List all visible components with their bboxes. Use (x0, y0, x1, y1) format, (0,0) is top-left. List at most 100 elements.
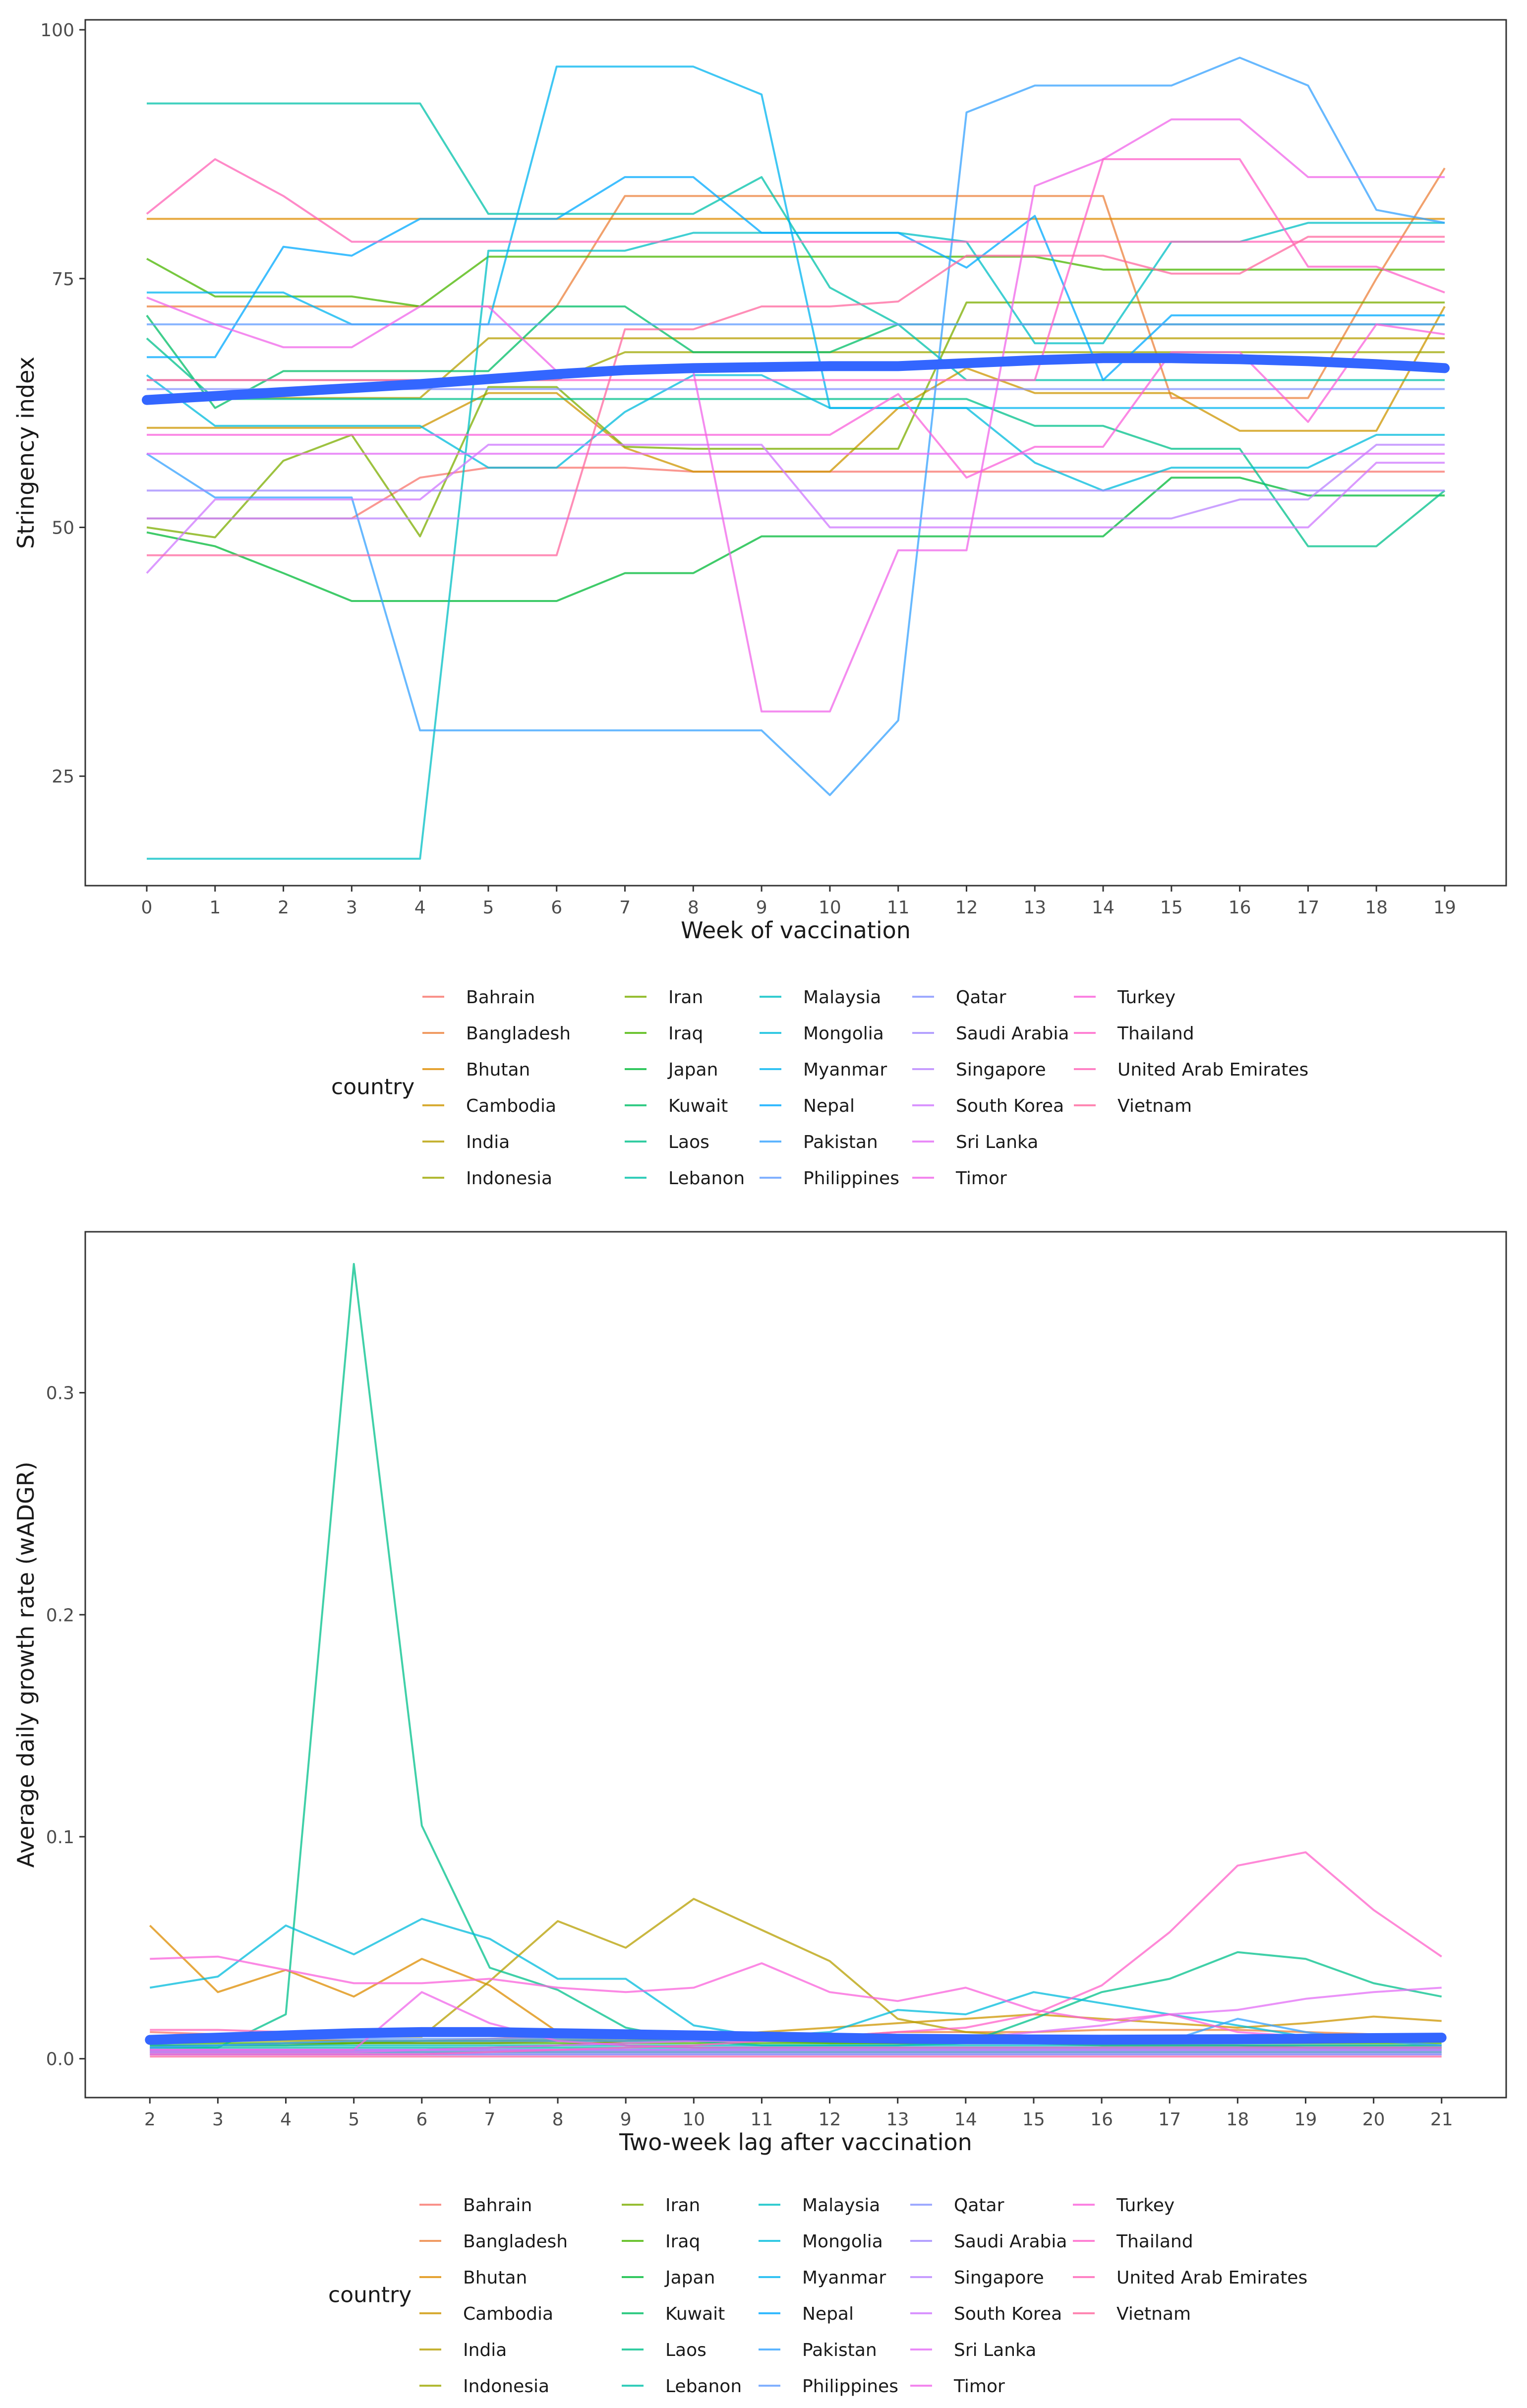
x-tick-label: 9 (756, 898, 767, 918)
legend-item: Bahrain (419, 2195, 532, 2216)
legend-item: Turkey (1073, 2195, 1175, 2216)
x-tick-label: 18 (1365, 898, 1388, 918)
series-line-pakistan (146, 57, 1445, 796)
legend-item: Thailand (1074, 1023, 1194, 1044)
x-tick-label: 11 (751, 2109, 773, 2130)
legend-item: Nepal (759, 2304, 854, 2324)
legend-item: Cambodia (422, 1096, 556, 1116)
y-tick-label: 75 (52, 269, 74, 290)
x-tick-label: 2 (144, 2109, 156, 2130)
legend-label: Iran (665, 2195, 700, 2216)
legend-item: Singapore (912, 1060, 1046, 1080)
legend-item: Mongolia (759, 2231, 883, 2252)
legend-label: Bangladesh (463, 2231, 568, 2252)
legend-label: Laos (668, 1132, 709, 1152)
legend-label: Turkey (1116, 2195, 1175, 2216)
legend-label: Lebanon (668, 1168, 745, 1189)
legend-item: Pakistan (759, 2340, 877, 2360)
y-tick-label: 100 (40, 20, 74, 41)
legend-item: Cambodia (419, 2304, 553, 2324)
series-line-iran (146, 301, 1445, 539)
legend-item: India (422, 1132, 510, 1152)
x-tick-label: 8 (552, 2109, 564, 2130)
legend-item: Myanmar (759, 2268, 886, 2288)
legend-item: South Korea (910, 2304, 1062, 2324)
legend-item: Laos (622, 2340, 706, 2360)
x-tick-label: 19 (1433, 898, 1456, 918)
x-tick-label: 5 (348, 2109, 359, 2130)
legend-label: South Korea (956, 1096, 1064, 1116)
x-tick-label: 7 (619, 898, 631, 918)
legend-label: Pakistan (802, 2340, 877, 2360)
legend-item: Iran (622, 2195, 700, 2216)
legend-label: Saudi Arabia (956, 1023, 1069, 1044)
legend-item: Nepal (760, 1096, 855, 1116)
legend-label: Japan (664, 2268, 715, 2288)
legend-label: Saudi Arabia (954, 2231, 1067, 2252)
legend-label: Thailand (1116, 2231, 1193, 2252)
legend-label: Iraq (665, 2231, 700, 2252)
legend-label: Philippines (802, 2376, 898, 2397)
legend-item: Kuwait (625, 1096, 728, 1116)
series-line-cambodia (147, 306, 1446, 473)
legend-label: Sri Lanka (956, 1132, 1038, 1152)
legend-label: Bhutan (466, 1060, 530, 1080)
legend-item: Singapore (910, 2268, 1044, 2288)
series-line-bangladesh (147, 167, 1446, 399)
legend-item: Bangladesh (422, 1023, 571, 1044)
legend-label: Turkey (1117, 987, 1175, 1008)
series-line-timor (150, 1991, 1442, 2051)
legend-label: Pakistan (803, 1132, 878, 1152)
y-tick-label: 25 (52, 767, 74, 787)
series-line-laos (146, 337, 1446, 547)
series-line-nepal (147, 176, 1445, 381)
plot-panel-border (84, 19, 1507, 887)
x-tick-label: 6 (416, 2109, 427, 2130)
legend-label: Nepal (803, 1096, 855, 1116)
series-line-south-korea (146, 443, 1445, 574)
legend-title: country (331, 1075, 414, 1100)
x-tick-label: 15 (1022, 2109, 1045, 2130)
legend-item: India (419, 2340, 507, 2360)
legend-label: Malaysia (802, 2195, 880, 2216)
legend-label: Mongolia (803, 1023, 884, 1044)
legend-item: Sri Lanka (912, 1132, 1038, 1152)
legend-item: Philippines (760, 1168, 899, 1189)
legend-label: Singapore (956, 1060, 1046, 1080)
x-tick-label: 14 (1092, 898, 1115, 918)
legend-label: United Arab Emirates (1116, 2268, 1307, 2288)
x-tick-label: 3 (346, 898, 357, 918)
legend-label: India (463, 2340, 507, 2360)
legend-item: Vietnam (1074, 1096, 1192, 1116)
y-axis-title: Stringency index (12, 357, 39, 549)
x-tick-label: 5 (482, 898, 494, 918)
y-tick-label: 50 (52, 518, 74, 539)
x-tick-label: 4 (280, 2109, 292, 2130)
legend-label: Thailand (1117, 1023, 1194, 1044)
legend-label: Kuwait (665, 2304, 725, 2324)
legend-label: Malaysia (803, 987, 881, 1008)
legend-item: Timor (912, 1168, 1007, 1189)
series-line-vietnam (147, 236, 1445, 556)
legend-label: Timor (953, 2376, 1005, 2397)
legend-item: Iraq (625, 1023, 703, 1044)
legend-item: United Arab Emirates (1074, 1060, 1308, 1080)
legend-label: Lebanon (665, 2376, 742, 2397)
x-axis-title: Week of vaccination (681, 917, 911, 944)
series-line-turkey (150, 1955, 1442, 2038)
series-line-thailand (147, 158, 1445, 381)
series-line-united-arab-emirates (146, 158, 1445, 243)
legend-item: Japan (622, 2268, 715, 2288)
legend-item: Malaysia (759, 2195, 880, 2216)
legend-item: United Arab Emirates (1073, 2268, 1307, 2288)
legend-label: Iran (668, 987, 703, 1008)
legend-label: India (466, 1132, 510, 1152)
x-tick-label: 16 (1229, 898, 1251, 918)
x-tick-label: 12 (819, 2109, 841, 2130)
x-tick-label: 20 (1362, 2109, 1385, 2130)
y-tick-label: 0.2 (46, 1605, 74, 1625)
x-tick-label: 12 (955, 898, 978, 918)
legend-label: Qatar (954, 2195, 1004, 2216)
